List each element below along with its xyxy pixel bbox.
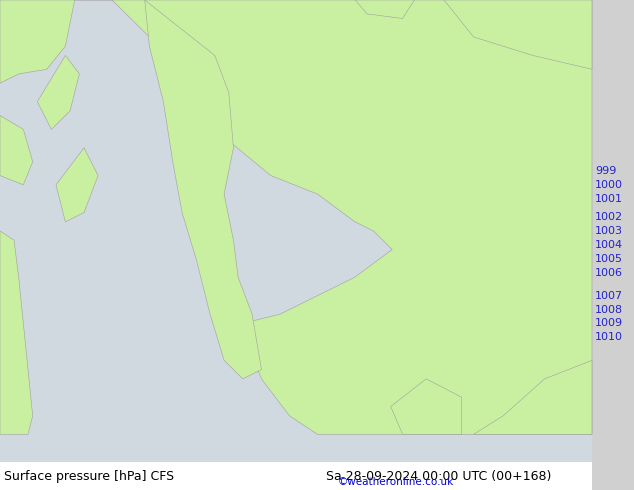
Polygon shape <box>145 0 261 379</box>
Text: 1009: 1009 <box>595 318 623 328</box>
Polygon shape <box>391 379 462 434</box>
Bar <box>0 462 592 490</box>
Polygon shape <box>75 0 592 434</box>
Polygon shape <box>0 231 33 434</box>
Text: 1006: 1006 <box>595 268 623 277</box>
Text: 1010: 1010 <box>595 332 623 342</box>
Text: 1005: 1005 <box>595 254 623 264</box>
Text: 1003: 1003 <box>595 226 623 236</box>
Text: 1004: 1004 <box>595 240 623 250</box>
Polygon shape <box>444 0 592 69</box>
Polygon shape <box>0 0 75 83</box>
Polygon shape <box>56 148 98 222</box>
Text: Sa 28-09-2024 00:00 UTC (00+168): Sa 28-09-2024 00:00 UTC (00+168) <box>326 469 551 483</box>
Polygon shape <box>474 360 592 434</box>
Polygon shape <box>355 0 415 19</box>
Text: 1000: 1000 <box>595 180 623 190</box>
Text: 999: 999 <box>595 166 616 176</box>
Text: 1008: 1008 <box>595 305 623 315</box>
Text: Surface pressure [hPa] CFS: Surface pressure [hPa] CFS <box>4 469 174 483</box>
Text: 1002: 1002 <box>595 212 623 222</box>
Text: ©weatheronline.co.uk: ©weatheronline.co.uk <box>337 477 454 487</box>
Polygon shape <box>0 116 33 185</box>
Polygon shape <box>210 129 392 323</box>
Text: 1001: 1001 <box>595 194 623 204</box>
Text: 1007: 1007 <box>595 291 623 301</box>
Polygon shape <box>37 55 79 129</box>
